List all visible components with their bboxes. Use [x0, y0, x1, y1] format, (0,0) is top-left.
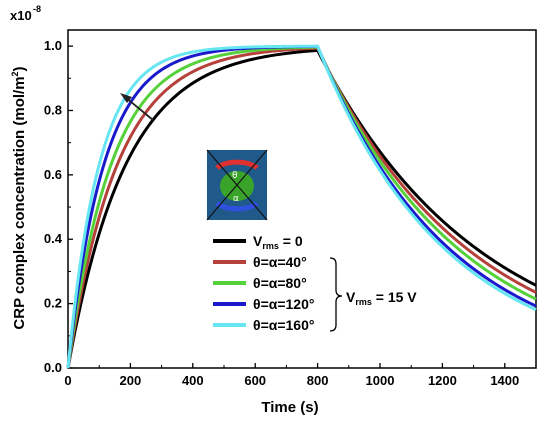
x-tick-label: 1000 [366, 373, 395, 388]
y-tick-label: 0.2 [44, 296, 62, 311]
legend-label-3: θ=α=120° [253, 296, 314, 312]
legend-label-0: Vrms = 0 [253, 233, 303, 251]
x-tick-label: 0 [64, 373, 71, 388]
series-line-0 [66, 48, 537, 369]
legend-label-4: θ=α=160° [253, 317, 314, 333]
x-tick-label: 600 [244, 373, 266, 388]
legend: Vrms = 0 θ=α=40° θ=α=80° θ=α=120° θ=α=160° [213, 233, 314, 333]
y-tick-label: 0.6 [44, 167, 62, 182]
group-brace [329, 257, 343, 332]
y-axis-ticks: 0.0 0.2 0.4 0.6 0.8 1.0 [44, 38, 73, 375]
y-scale-exponent: -8 [33, 4, 41, 14]
group-annotation: Vrms = 15 V [346, 289, 417, 307]
inset-theta-label: θ [232, 171, 238, 181]
x-axis-ticks: 0 200 400 600 800 1000 1200 1400 [64, 363, 519, 388]
series-lines [66, 44, 537, 369]
legend-label-2: θ=α=80° [253, 275, 307, 291]
legend-label-1: θ=α=40° [253, 254, 307, 270]
x-tick-label: 1400 [490, 373, 519, 388]
y-tick-label: 1.0 [44, 38, 62, 53]
inset-alpha-label: α [233, 194, 239, 204]
plot-frame [67, 29, 537, 369]
y-tick-label: 0.4 [44, 231, 63, 246]
y-tick-label: 0.0 [44, 360, 62, 375]
inset-schematic: θ α [206, 149, 268, 221]
inset-droplet [220, 171, 254, 201]
x-tick-label: 800 [307, 373, 329, 388]
trend-arrow [120, 93, 154, 121]
x-axis-title: Time (s) [261, 399, 318, 416]
x-tick-label: 200 [120, 373, 142, 388]
inset-cross-line-b [206, 149, 268, 221]
x-tick-label: 1200 [428, 373, 457, 388]
series-line-4 [66, 44, 537, 369]
y-scale-label: x10 [10, 8, 32, 23]
y-axis-title: CRP complex concentration (mol/m2) [10, 66, 28, 329]
y-tick-label: 0.8 [44, 102, 62, 117]
x-tick-label: 400 [182, 373, 204, 388]
